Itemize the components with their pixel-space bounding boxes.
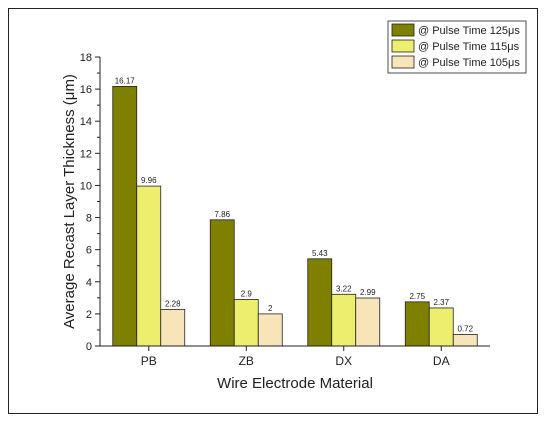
y-tick-label: 0 (86, 341, 92, 353)
x-axis-title: Wire Electrode Material (217, 375, 373, 392)
legend-label: @ Pulse Time 125μs (418, 25, 520, 37)
y-tick-label: 12 (80, 148, 92, 160)
bar-da-series-3 (452, 334, 478, 347)
bar-dx-series-3 (355, 297, 381, 347)
x-tick-label: DA (433, 354, 450, 368)
x-tick-label: DX (335, 354, 352, 368)
bars-layer (112, 85, 478, 347)
legend-swatch (391, 55, 415, 69)
y-tick-label: 2 (86, 309, 92, 321)
data-label: 2.9 (241, 289, 253, 298)
legend-swatch (391, 39, 415, 53)
bar-pb-series-2 (136, 185, 162, 347)
bar-da-series-1 (404, 301, 430, 347)
legend-swatch (391, 23, 415, 37)
data-label: 0.72 (457, 324, 473, 333)
legend-label: @ Pulse Time 105μs (418, 57, 520, 69)
y-tick-label: 6 (86, 245, 92, 257)
y-tick-label: 10 (80, 180, 92, 192)
x-tick-label: PB (141, 354, 157, 368)
data-label: 5.43 (312, 249, 328, 258)
bar-pb-series-1 (112, 85, 138, 347)
bar-da-series-2 (428, 307, 454, 347)
x-tick-label: ZB (239, 354, 254, 368)
y-tick-label: 8 (86, 213, 92, 225)
legend-label: @ Pulse Time 115μs (418, 41, 520, 53)
data-labels-layer: 16.17 9.96 2.28 7.86 2.9 2 5.43 3.22 2.99 2.75 2.3… (115, 76, 474, 333)
bar-zb-series-3 (257, 313, 283, 347)
bar-zb-series-1 (209, 219, 235, 347)
data-label: 3.22 (336, 284, 352, 293)
data-label: 2.37 (433, 298, 449, 307)
y-tick-label: 4 (86, 277, 92, 289)
data-label: 7.86 (214, 210, 230, 219)
bar-zb-series-2 (233, 299, 259, 347)
y-tick-label: 18 (80, 52, 92, 64)
data-label: 9.96 (141, 176, 157, 185)
bar-dx-series-1 (307, 258, 333, 347)
data-label: 2.28 (165, 299, 181, 308)
data-label: 16.17 (115, 76, 136, 85)
data-label: 2 (268, 304, 273, 313)
y-tick-label: 14 (80, 116, 92, 128)
legend: @ Pulse Time 125μs @ Pulse Time 115μs @ Pu… (387, 20, 527, 74)
bar-dx-series-2 (331, 293, 357, 347)
x-ticks-layer: PB ZB DX DA (141, 346, 450, 368)
data-label: 2.99 (360, 288, 376, 297)
bar-pb-series-3 (160, 308, 186, 347)
y-axis-title: Average Recast Layer Thickness (μm) (61, 74, 78, 329)
y-ticks-layer: 0 2 4 6 8 10 12 14 16 18 (80, 52, 100, 353)
y-tick-label: 16 (80, 84, 92, 96)
data-label: 2.75 (409, 292, 425, 301)
